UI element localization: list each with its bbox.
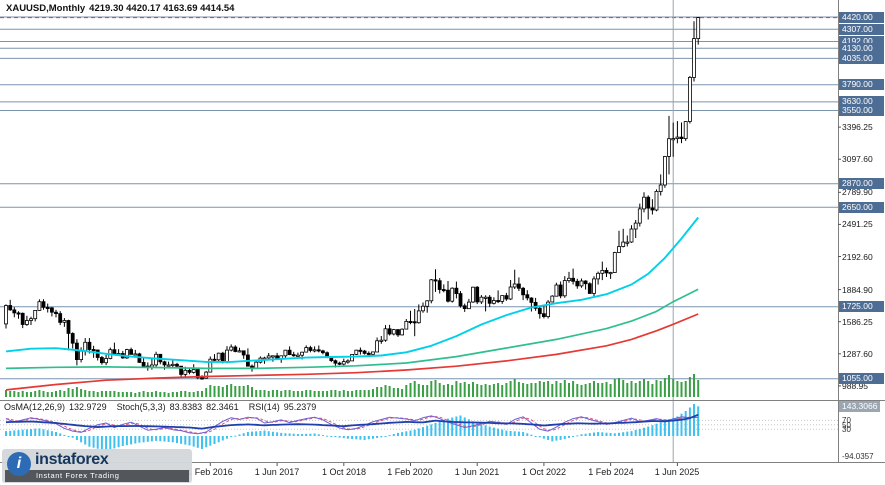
- rsi-value: 95.2379: [283, 402, 317, 412]
- ma-green-line: [5, 288, 699, 370]
- instaforex-wordmark: instaforex: [35, 451, 109, 468]
- price-tick-label: 1287.60: [842, 349, 873, 359]
- price-level-box: 2650.00: [839, 202, 884, 213]
- price-level-box: 2870.00: [839, 178, 884, 189]
- indicator-labels: OsMA(12,26,9) 132.9729 Stoch(5,3,3) 83.8383…: [4, 402, 320, 412]
- ohlc-values: 4219.30 4420.17 4163.69 4414.54: [89, 3, 235, 14]
- volume-bars: [5, 374, 700, 397]
- instaforex-logo-icon: i: [7, 452, 31, 476]
- price-tick-label: 1586.25: [842, 317, 873, 327]
- instaforex-logo: i instaforex Instant Forex Trading: [2, 449, 192, 483]
- price-level-box: 4192.00: [839, 36, 884, 47]
- time-axis-label: 1 Oct 2022: [521, 467, 567, 477]
- time-axis-label: 1 Jun 2025: [654, 467, 700, 477]
- stoch-value-main: 83.8383: [169, 402, 203, 412]
- rsi-line: [5, 413, 699, 430]
- instaforex-tagline: Instant Forex Trading: [5, 470, 189, 482]
- price-level-box: 4420.00: [839, 12, 884, 23]
- price-level-box: 4130.00: [839, 43, 884, 54]
- price-tick-label: 2789.90: [842, 187, 873, 197]
- stoch-main-line: [5, 415, 699, 435]
- price-tick-label: 3396.25: [842, 122, 873, 132]
- oscillator-level-label: 70: [842, 416, 851, 425]
- chart-title: XAUUSD,Monthly 4219.30 4420.17 4163.69 44…: [6, 3, 234, 14]
- price-level-box: 4307.00: [839, 24, 884, 35]
- price-tick-label: 2491.25: [842, 219, 873, 229]
- oscillator-min-label: -94.0357: [842, 452, 874, 461]
- price-tick-label: 2192.60: [842, 252, 873, 262]
- time-axis-label: 1 Feb 2024: [588, 467, 634, 477]
- price-level-box: 1055.00: [839, 373, 884, 384]
- price-level-box: 3630.00: [839, 96, 884, 107]
- price-level-box: 4035.00: [839, 53, 884, 64]
- time-axis-label: 1 Oct 2018: [321, 467, 367, 477]
- stoch-name: Stoch(5,3,3): [116, 402, 166, 412]
- stoch-value-signal: 82.3461: [206, 402, 239, 412]
- price-tick-label: 3097.60: [842, 154, 873, 164]
- logo-letter: i: [16, 455, 22, 472]
- time-axis-label: 1 Jun 2017: [254, 467, 300, 477]
- level-lines[interactable]: [0, 16, 838, 380]
- candles: [4, 17, 701, 380]
- price-axis: 3396.25 3097.60 2789.90 2491.25 2192.60 1884.…: [839, 0, 885, 462]
- ma-cyan-line: [5, 216, 699, 363]
- price-level-box: 3790.00: [839, 79, 884, 90]
- time-axis-label: 1 Feb 2016: [187, 467, 233, 477]
- osma-value: 132.9729: [69, 402, 107, 412]
- time-axis-label: 1 Jun 2021: [454, 467, 500, 477]
- price-level-box: 3550.00: [839, 105, 884, 116]
- osma-name: OsMA(12,26,9): [4, 402, 66, 412]
- ma-red-line: [5, 313, 699, 391]
- oscillator-max-label: 143.3066: [839, 401, 881, 412]
- price-level-box: 1725.00: [839, 301, 884, 312]
- rsi-name: RSI(14): [248, 402, 280, 412]
- oscillator-level-label: 50: [842, 421, 851, 430]
- symbol-period-label: XAUUSD,Monthly: [6, 3, 86, 14]
- price-tick-label: 988.95: [842, 381, 868, 391]
- price-tick-label: 1884.90: [842, 285, 873, 295]
- oscillator-level-label: 30: [842, 425, 851, 434]
- time-axis: 1 Feb 2016 1 Jun 2017 1 Oct 2018 1 Feb 2020…: [0, 464, 885, 484]
- time-axis-label: 1 Feb 2020: [387, 467, 433, 477]
